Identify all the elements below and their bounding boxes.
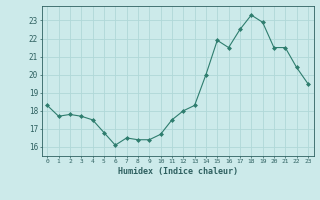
X-axis label: Humidex (Indice chaleur): Humidex (Indice chaleur) <box>118 167 237 176</box>
